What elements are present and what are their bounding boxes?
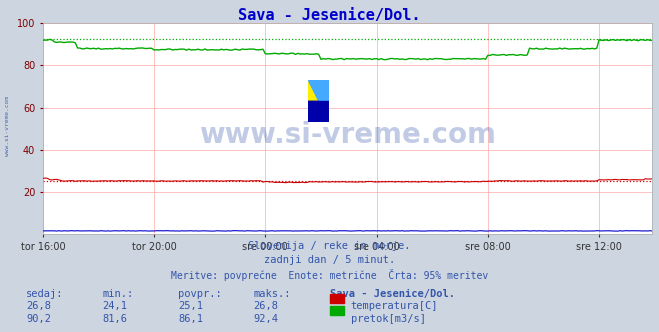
Text: temperatura[C]: temperatura[C] bbox=[351, 301, 438, 311]
Text: zadnji dan / 5 minut.: zadnji dan / 5 minut. bbox=[264, 255, 395, 265]
Text: www.si-vreme.com: www.si-vreme.com bbox=[5, 96, 11, 156]
Text: Slovenija / reke in morje.: Slovenija / reke in morje. bbox=[248, 241, 411, 251]
Text: 86,1: 86,1 bbox=[178, 314, 203, 324]
Polygon shape bbox=[308, 80, 330, 122]
Polygon shape bbox=[308, 101, 319, 122]
Text: maks.:: maks.: bbox=[254, 289, 291, 299]
Text: 26,8: 26,8 bbox=[26, 301, 51, 311]
Polygon shape bbox=[308, 101, 330, 122]
Text: 92,4: 92,4 bbox=[254, 314, 279, 324]
Text: 90,2: 90,2 bbox=[26, 314, 51, 324]
Polygon shape bbox=[308, 80, 330, 122]
Text: Sava - Jesenice/Dol.: Sava - Jesenice/Dol. bbox=[330, 289, 455, 299]
Text: 24,1: 24,1 bbox=[102, 301, 127, 311]
Text: Meritve: povprečne  Enote: metrične  Črta: 95% meritev: Meritve: povprečne Enote: metrične Črta:… bbox=[171, 269, 488, 281]
Text: sedaj:: sedaj: bbox=[26, 289, 64, 299]
Text: pretok[m3/s]: pretok[m3/s] bbox=[351, 314, 426, 324]
Text: 81,6: 81,6 bbox=[102, 314, 127, 324]
Text: Sava - Jesenice/Dol.: Sava - Jesenice/Dol. bbox=[239, 8, 420, 23]
Text: www.si-vreme.com: www.si-vreme.com bbox=[199, 121, 496, 149]
Text: 26,8: 26,8 bbox=[254, 301, 279, 311]
Text: min.:: min.: bbox=[102, 289, 133, 299]
Text: 25,1: 25,1 bbox=[178, 301, 203, 311]
Text: povpr.:: povpr.: bbox=[178, 289, 221, 299]
